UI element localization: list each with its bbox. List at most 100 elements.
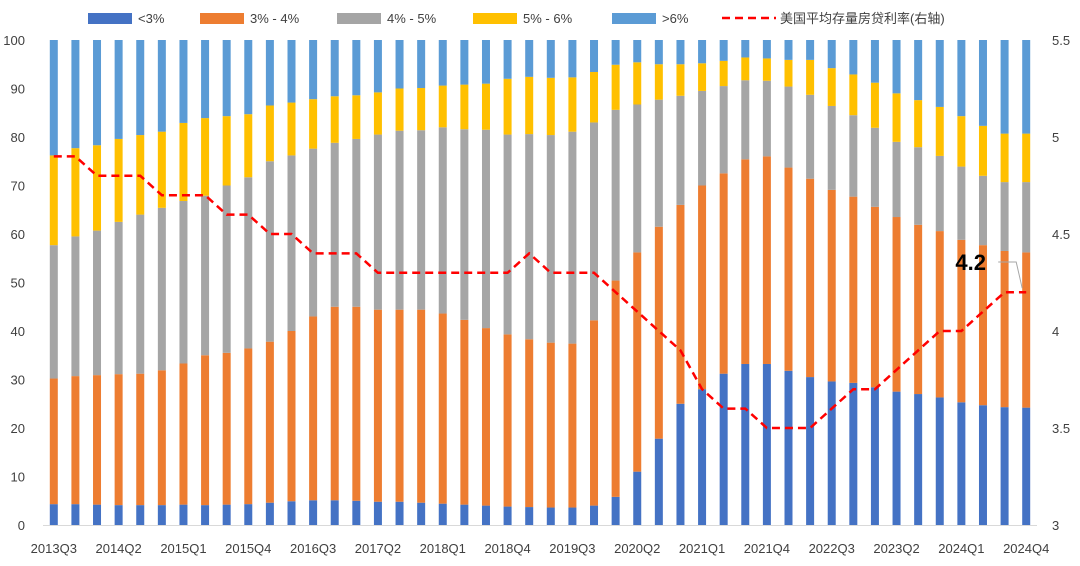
bar-segment-s0 — [676, 403, 685, 525]
y-tick-label: 50 — [11, 276, 25, 291]
x-tick-label: 2018Q4 — [484, 541, 530, 556]
bar-segment-s4 — [201, 40, 210, 119]
y-tick-label: 70 — [11, 179, 25, 194]
bar-segment-s4 — [222, 40, 231, 117]
bar-stack — [330, 40, 339, 525]
legend-label: <3% — [138, 11, 165, 26]
bar-stack — [654, 40, 663, 525]
bar-segment-s3 — [114, 138, 123, 222]
bar-segment-s3 — [914, 100, 923, 148]
bar-stack — [525, 40, 534, 525]
bar-stack — [698, 40, 707, 525]
bar-segment-s4 — [957, 40, 966, 117]
y2-tick-label: 4.5 — [1052, 227, 1070, 242]
x-tick-label: 2022Q3 — [809, 541, 855, 556]
bar-segment-s0 — [957, 402, 966, 525]
x-tick-label: 2021Q4 — [744, 541, 790, 556]
bar-segment-s4 — [373, 40, 382, 93]
bar-segment-s0 — [201, 505, 210, 525]
bar-segment-s1 — [676, 204, 685, 404]
bar-segment-s2 — [244, 177, 253, 349]
bar-segment-s4 — [914, 40, 923, 101]
bar-segment-s0 — [438, 503, 447, 525]
bar-segment-s3 — [417, 88, 426, 131]
bar-segment-s3 — [244, 114, 253, 178]
bar-stack — [676, 40, 685, 525]
bar-segment-s0 — [222, 504, 231, 525]
bar-segment-s1 — [719, 173, 728, 374]
bar-segment-s2 — [373, 134, 382, 310]
bar-stack — [179, 40, 188, 525]
bar-segment-s1 — [892, 217, 901, 392]
bar-segment-s1 — [935, 231, 944, 398]
bar-segment-s0 — [373, 501, 382, 525]
bar-segment-s4 — [806, 40, 815, 60]
bar-segment-s0 — [892, 391, 901, 526]
bar-segment-s2 — [546, 135, 555, 343]
bar-segment-s2 — [870, 127, 879, 207]
bar-segment-s3 — [49, 155, 58, 246]
x-tick-label: 2015Q1 — [160, 541, 206, 556]
bar-segment-s1 — [265, 341, 274, 503]
bar-segment-s1 — [957, 239, 966, 403]
bar-segment-s0 — [417, 502, 426, 525]
bar-segment-s3 — [546, 77, 555, 136]
bar-segment-s1 — [698, 185, 707, 390]
bar-stack — [201, 40, 210, 525]
bar-stack — [481, 40, 490, 525]
bar-segment-s2 — [417, 130, 426, 310]
bar-segment-s0 — [503, 506, 512, 525]
bar-segment-s4 — [1022, 40, 1031, 134]
bar-segment-s2 — [352, 138, 361, 307]
bar-stack — [1000, 40, 1009, 525]
bar-segment-s0 — [309, 500, 318, 525]
bar-stack — [935, 40, 944, 525]
bar-segment-s4 — [633, 40, 642, 63]
bar-segment-s2 — [719, 86, 728, 174]
bar-segment-s3 — [201, 118, 210, 196]
bar-segment-s1 — [157, 370, 166, 506]
bar-segment-s3 — [71, 148, 80, 237]
bar-segment-s1 — [460, 319, 469, 505]
y2-tick-label: 5 — [1052, 130, 1059, 145]
bar-segment-s0 — [590, 505, 599, 525]
bar-stack — [978, 40, 987, 525]
bar-segment-s4 — [438, 40, 447, 86]
bar-stack — [568, 40, 577, 525]
y-tick-label: 80 — [11, 130, 25, 145]
bar-segment-s4 — [179, 40, 188, 123]
bar-segment-s1 — [784, 167, 793, 371]
bar-segment-s0 — [330, 500, 339, 525]
bar-stack — [741, 40, 750, 525]
bar-segment-s0 — [179, 504, 188, 525]
bar-segment-s3 — [870, 82, 879, 128]
bar-stack — [1022, 40, 1031, 525]
bar-segment-s3 — [698, 63, 707, 91]
bar-segment-s4 — [654, 40, 663, 65]
legend-swatch — [200, 13, 244, 24]
x-tick-label: 2020Q2 — [614, 541, 660, 556]
x-tick-label: 2018Q1 — [420, 541, 466, 556]
bar-stack — [762, 40, 771, 525]
bar-segment-s3 — [784, 59, 793, 87]
bar-segment-s4 — [287, 40, 296, 103]
bar-segment-s4 — [503, 40, 512, 79]
bar-stack — [849, 40, 858, 525]
bar-stack — [417, 40, 426, 525]
bar-segment-s2 — [784, 86, 793, 168]
bar-segment-s2 — [157, 207, 166, 371]
bar-segment-s0 — [568, 507, 577, 525]
bar-segment-s4 — [849, 40, 858, 75]
bar-segment-s2 — [287, 155, 296, 331]
bar-segment-s3 — [265, 105, 274, 162]
bar-segment-s3 — [1022, 133, 1031, 183]
bar-segment-s4 — [525, 40, 534, 77]
bar-stack — [827, 40, 836, 525]
bar-segment-s3 — [957, 116, 966, 167]
bar-segment-s4 — [568, 40, 577, 78]
bar-segment-s4 — [611, 40, 620, 65]
bar-stack — [460, 40, 469, 525]
bar-segment-s4 — [935, 40, 944, 107]
bar-segment-s1 — [503, 334, 512, 507]
